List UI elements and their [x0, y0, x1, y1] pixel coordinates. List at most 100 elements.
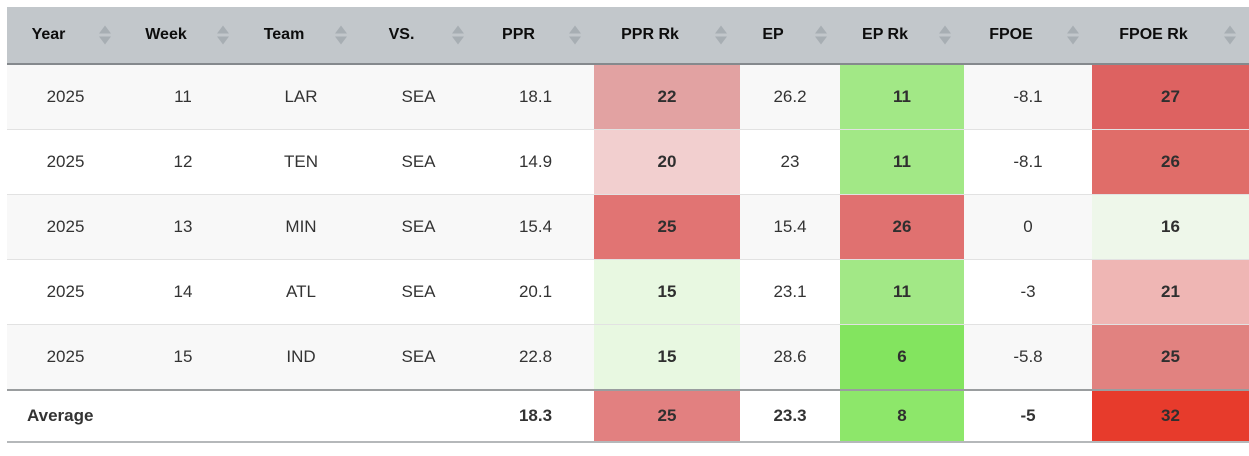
team-cell: MIN — [242, 194, 360, 260]
sort-asc-icon — [1224, 25, 1236, 34]
week-cell: 13 — [124, 194, 242, 260]
column-header-team[interactable]: Team — [242, 7, 360, 65]
sort-asc-icon — [99, 25, 111, 34]
sort-arrows — [335, 25, 347, 45]
column-label: EP Rk — [862, 26, 908, 43]
sort-asc-icon — [715, 25, 727, 34]
column-header-fpoe[interactable]: FPOE — [964, 7, 1092, 65]
ep-cell: 28.6 — [740, 324, 840, 391]
year-cell: 2025 — [7, 194, 124, 260]
column-header-fpoe-rk[interactable]: FPOE Rk — [1092, 7, 1249, 65]
column-header-week[interactable]: Week — [124, 7, 242, 65]
sort-desc-icon — [335, 36, 347, 45]
sort-asc-icon — [815, 25, 827, 34]
ppr-cell: 18.1 — [477, 64, 594, 130]
table-row: 2025 13 MIN SEA 15.4 25 15.4 26 0 16 — [7, 194, 1249, 260]
vs-cell — [360, 389, 477, 443]
header-row: Year Week Team VS. PPR PPR Rk — [7, 7, 1249, 65]
column-label: PPR — [502, 26, 535, 43]
fpoe-cell: -8.1 — [964, 64, 1092, 130]
column-label: FPOE — [989, 26, 1033, 43]
year-cell: 2025 — [7, 259, 124, 325]
sort-desc-icon — [569, 36, 581, 45]
fpoe-cell: -3 — [964, 259, 1092, 325]
sort-desc-icon — [939, 36, 951, 45]
column-label: EP — [762, 26, 784, 43]
column-header-ppr[interactable]: PPR — [477, 7, 594, 65]
fpoe-cell: -8.1 — [964, 129, 1092, 195]
sort-desc-icon — [1067, 36, 1079, 45]
column-header-ep[interactable]: EP — [740, 7, 840, 65]
week-cell — [124, 389, 242, 443]
sort-asc-icon — [1067, 25, 1079, 34]
ep-average-cell: 23.3 — [740, 389, 840, 443]
average-label: Average — [7, 389, 124, 443]
average-row: Average 18.3 25 23.3 8 -5 32 — [7, 389, 1249, 443]
ep-cell: 15.4 — [740, 194, 840, 260]
ep-rank-cell: 11 — [840, 129, 964, 195]
sort-arrows — [1224, 25, 1236, 45]
ep-cell: 23 — [740, 129, 840, 195]
ppr-rank-cell: 15 — [594, 259, 740, 325]
player-game-log-table: Year Week Team VS. PPR PPR Rk — [7, 7, 1249, 443]
sort-arrows — [1067, 25, 1079, 45]
fpoe-rank-cell: 25 — [1092, 324, 1249, 391]
vs-cell: SEA — [360, 324, 477, 391]
column-header-ppr-rk[interactable]: PPR Rk — [594, 7, 740, 65]
week-cell: 11 — [124, 64, 242, 130]
ppr-cell: 20.1 — [477, 259, 594, 325]
column-header-vs[interactable]: VS. — [360, 7, 477, 65]
sort-arrows — [569, 25, 581, 45]
week-cell: 15 — [124, 324, 242, 391]
year-cell: 2025 — [7, 324, 124, 391]
ppr-rank-cell: 22 — [594, 64, 740, 130]
sort-desc-icon — [452, 36, 464, 45]
column-label: VS. — [388, 26, 415, 43]
column-label: PPR Rk — [621, 26, 679, 43]
vs-cell: SEA — [360, 129, 477, 195]
team-cell — [242, 389, 360, 443]
column-label: Team — [263, 26, 305, 43]
table-body: 2025 11 LAR SEA 18.1 22 26.2 11 -8.1 27 … — [7, 64, 1249, 391]
team-cell: ATL — [242, 259, 360, 325]
sort-desc-icon — [1224, 36, 1236, 45]
table-footer: Average 18.3 25 23.3 8 -5 32 — [7, 389, 1249, 443]
vs-cell: SEA — [360, 194, 477, 260]
ppr-rank-cell: 15 — [594, 324, 740, 391]
fpoe-rank-cell: 16 — [1092, 194, 1249, 260]
ppr-average-cell: 18.3 — [477, 389, 594, 443]
fpoe-average-cell: -5 — [964, 389, 1092, 443]
sort-desc-icon — [217, 36, 229, 45]
week-cell: 14 — [124, 259, 242, 325]
column-header-year[interactable]: Year — [7, 7, 124, 65]
table-header: Year Week Team VS. PPR PPR Rk — [7, 7, 1249, 65]
ppr-cell: 15.4 — [477, 194, 594, 260]
ppr-rank-cell: 20 — [594, 129, 740, 195]
year-cell: 2025 — [7, 64, 124, 130]
team-cell: TEN — [242, 129, 360, 195]
stats-table-container: Year Week Team VS. PPR PPR Rk — [7, 7, 1249, 443]
year-cell: 2025 — [7, 129, 124, 195]
sort-arrows — [99, 25, 111, 45]
column-label: Week — [145, 26, 187, 43]
sort-desc-icon — [99, 36, 111, 45]
team-cell: LAR — [242, 64, 360, 130]
ep-rank-cell: 6 — [840, 324, 964, 391]
sort-asc-icon — [335, 25, 347, 34]
sort-arrows — [715, 25, 727, 45]
column-label: FPOE Rk — [1119, 26, 1188, 43]
table-row: 2025 11 LAR SEA 18.1 22 26.2 11 -8.1 27 — [7, 64, 1249, 130]
ep-rank-average-cell: 8 — [840, 389, 964, 443]
week-cell: 12 — [124, 129, 242, 195]
sort-asc-icon — [217, 25, 229, 34]
ppr-cell: 22.8 — [477, 324, 594, 391]
sort-desc-icon — [715, 36, 727, 45]
column-header-ep-rk[interactable]: EP Rk — [840, 7, 964, 65]
fpoe-cell: 0 — [964, 194, 1092, 260]
fpoe-cell: -5.8 — [964, 324, 1092, 391]
sort-asc-icon — [939, 25, 951, 34]
sort-arrows — [939, 25, 951, 45]
sort-desc-icon — [815, 36, 827, 45]
sort-arrows — [217, 25, 229, 45]
sort-asc-icon — [452, 25, 464, 34]
